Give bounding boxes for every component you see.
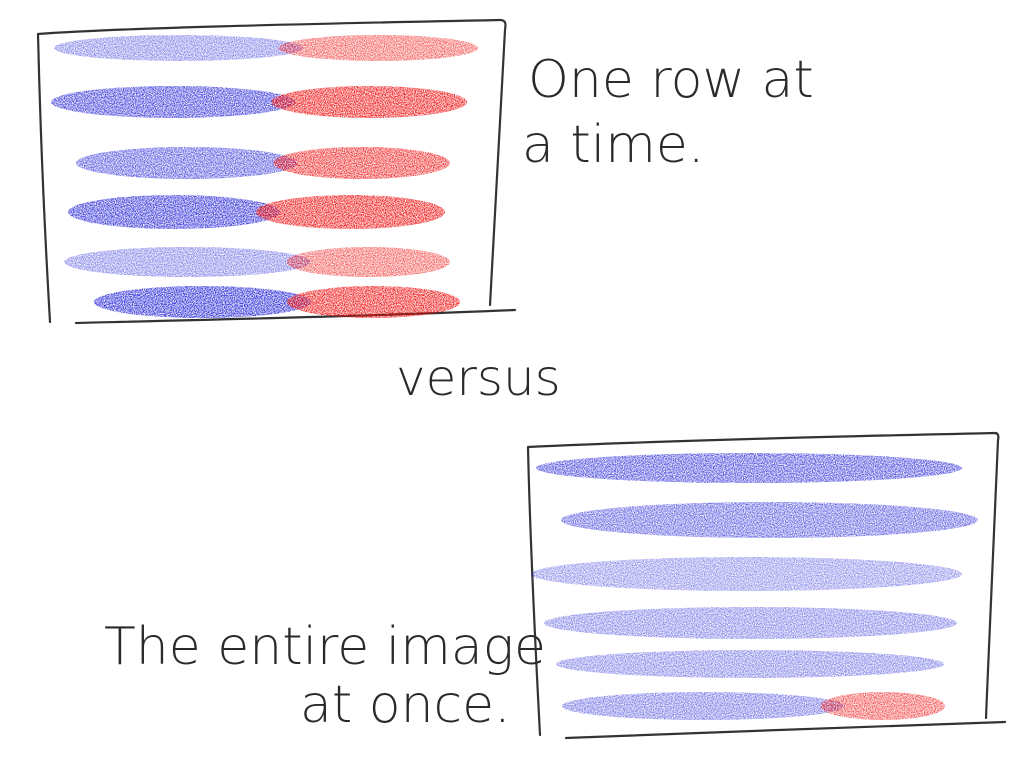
bottom-row-1-blue: [536, 453, 962, 483]
top-panel: [36, 18, 517, 325]
top-panel-frame: [36, 18, 517, 325]
bottom-panel-rows: [531, 453, 978, 720]
bottom-row-2-blue: [561, 502, 978, 538]
top-row-2-red: [271, 86, 468, 118]
bottom-row-5-blue: [556, 650, 944, 678]
bottom-panel: [526, 431, 1007, 740]
versus-label: versus: [396, 349, 561, 407]
top-row-3-red: [273, 147, 450, 179]
top-caption-line1: One row at: [528, 50, 814, 110]
top-row-2-blue: [51, 86, 296, 118]
bottom-row-3-blue: [531, 557, 962, 591]
bottom-caption-line1: The entire image: [104, 617, 546, 677]
bottom-row-6-red: [820, 692, 945, 720]
top-caption-line2: a time.: [522, 115, 704, 175]
bottom-row-4-blue: [544, 607, 957, 639]
top-row-3-blue: [75, 147, 298, 179]
top-row-4-blue: [68, 195, 280, 229]
bottom-row-6-blue: [562, 692, 845, 720]
top-row-1-blue: [53, 35, 303, 61]
top-panel-rows: [51, 35, 478, 318]
top-row-6-blue: [94, 286, 311, 318]
top-row-1-red: [278, 35, 478, 61]
top-row-5-red: [286, 247, 450, 277]
top-row-6-red: [286, 286, 461, 318]
bottom-panel-frame: [526, 431, 1007, 740]
bottom-caption-line2: at once.: [300, 675, 511, 735]
top-row-5-blue: [63, 247, 311, 277]
top-row-4-red: [255, 195, 445, 229]
